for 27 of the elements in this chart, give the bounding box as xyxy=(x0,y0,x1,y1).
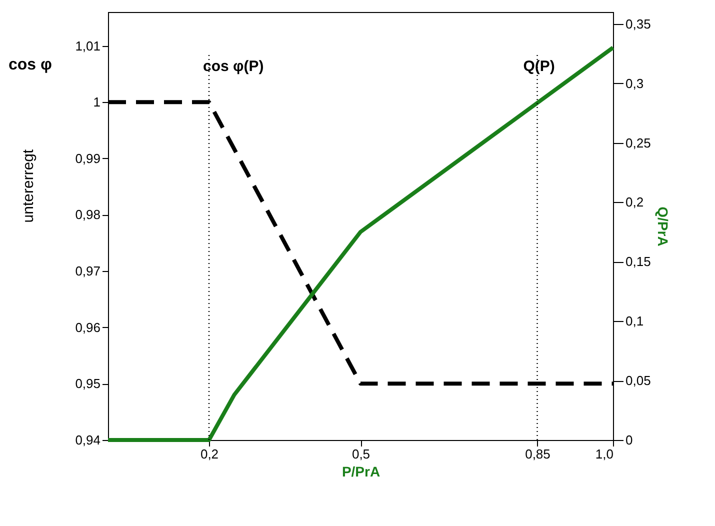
y2-tick-label: 0,15 xyxy=(626,254,651,270)
y-tick-label: 0,99 xyxy=(75,150,100,166)
y-tick-label: 0,96 xyxy=(75,320,100,335)
y2-axis-title: Q/PrA xyxy=(654,206,671,246)
x-axis-title: P/PrA xyxy=(342,464,380,480)
y-tick-label: 0,97 xyxy=(75,264,100,279)
y-tick-label: 0,98 xyxy=(75,207,100,222)
y-axis-title: cos φ xyxy=(8,56,52,74)
y-tick-label: 1 xyxy=(93,94,100,110)
y2-tick-label: 0,05 xyxy=(626,373,651,388)
y-tick-label: 0,95 xyxy=(75,376,100,392)
x-tick-label: 0,2 xyxy=(200,446,219,462)
y-tick-label: 1,01 xyxy=(75,38,100,54)
y2-tick-label: 0,35 xyxy=(626,16,651,32)
x-tick-label: 0,5 xyxy=(352,446,370,462)
y2-tick-label: 0,25 xyxy=(626,135,651,150)
y2-tick-label: 0,3 xyxy=(626,76,644,91)
y2-tick-label: 0,2 xyxy=(626,194,644,210)
x-tick-label: 0,85 xyxy=(525,446,550,462)
y2-tick-label: 0,1 xyxy=(626,314,644,329)
x-tick-label: 1,0 xyxy=(595,446,614,462)
y-tick-label: 0,94 xyxy=(75,432,100,448)
series-label: Q(P) xyxy=(523,58,555,75)
series-label: cos φ(P) xyxy=(203,58,264,75)
line-series xyxy=(106,46,615,442)
text: untererregt xyxy=(20,148,37,223)
y2-tick-label: 0 xyxy=(626,432,633,448)
